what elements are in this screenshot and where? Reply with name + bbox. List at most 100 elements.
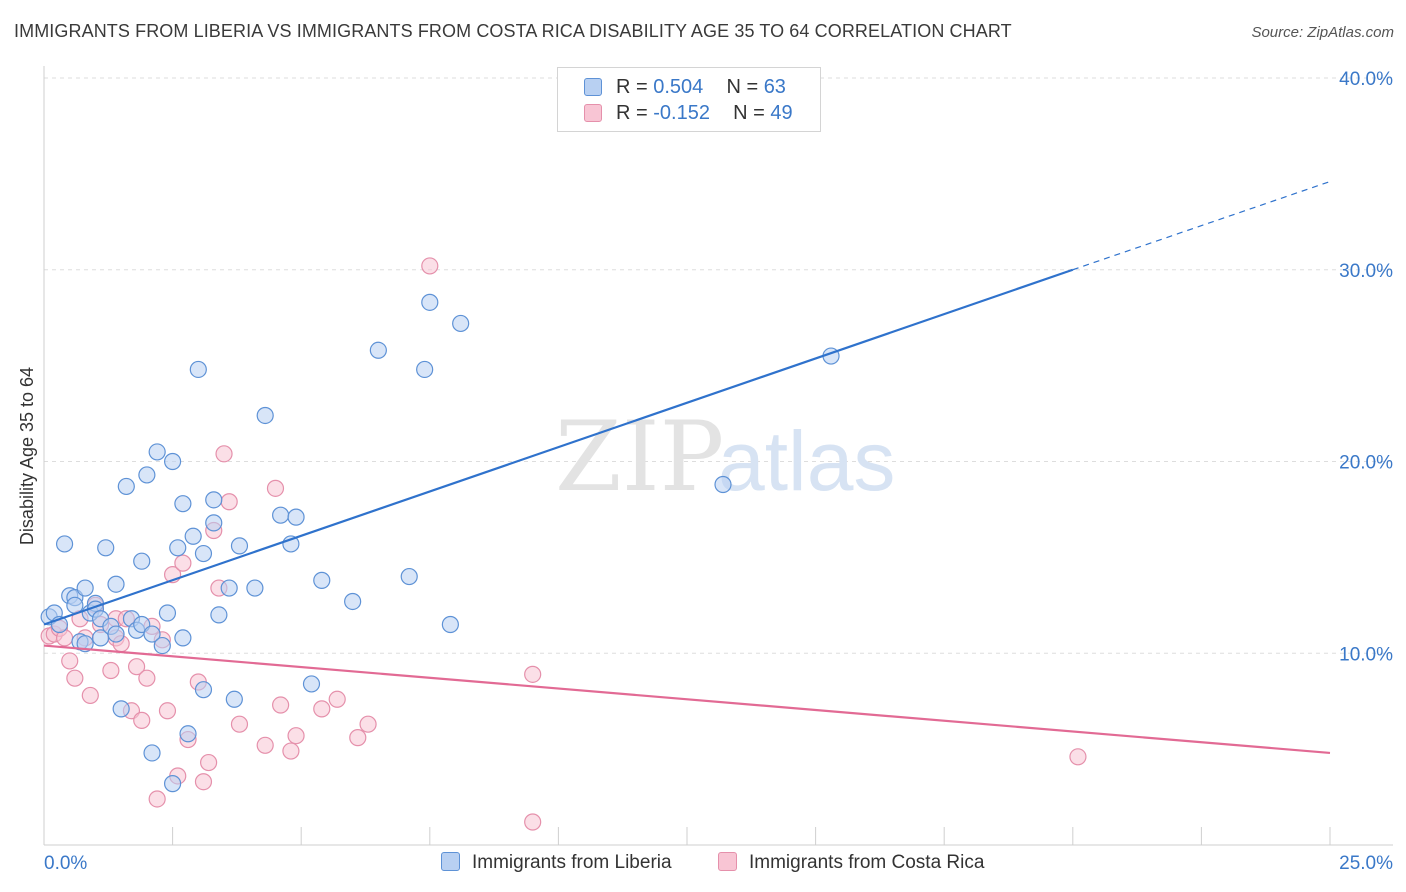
liberia-point: [55, 535, 74, 553]
costa-rica-point: [359, 715, 377, 733]
liberia-point: [344, 592, 362, 611]
liberia-point: [164, 775, 182, 793]
liberia-legend-swatch: [441, 852, 460, 871]
liberia-point: [313, 571, 331, 589]
liberia-points: [40, 293, 840, 793]
costa-rica-point: [313, 700, 331, 718]
liberia-point: [220, 579, 238, 597]
costa-rica-legend-swatch: [718, 852, 737, 871]
watermark-atlas: atlas: [718, 414, 895, 508]
legend-n-label: N =: [726, 76, 759, 98]
legend-r-label: R =: [616, 76, 648, 98]
costa-rica-point: [266, 479, 285, 497]
liberia-point: [369, 341, 387, 359]
x-tick-label-min: 0.0%: [44, 853, 87, 874]
costa-rica-trend-line: [43, 644, 1331, 755]
costa-rica-point: [282, 742, 300, 760]
bottom-legend-liberia: Immigrants from Liberia: [441, 852, 672, 874]
legend-n-label: N =: [733, 102, 765, 124]
liberia-point: [117, 477, 135, 496]
legend-r-label: R =: [616, 102, 648, 124]
liberia-point: [416, 360, 434, 379]
liberia-point: [164, 452, 182, 471]
liberia-point: [194, 544, 213, 563]
watermark: ZIP atlas: [555, 401, 895, 513]
liberia-trend-line: [43, 268, 1074, 626]
watermark-zip: ZIP: [555, 401, 724, 513]
liberia-point: [194, 681, 213, 699]
costa-rica-point: [421, 257, 439, 275]
y-tick-labels: 10.0% 20.0% 30.0% 40.0%: [1339, 69, 1393, 665]
costa-rica-swatch: [584, 104, 602, 122]
costa-rica-point: [524, 813, 542, 831]
liberia-point: [400, 567, 418, 586]
costa-rica-point: [524, 665, 542, 683]
liberia-point: [153, 636, 171, 655]
chart-title: IMMIGRANTS FROM LIBERIA VS IMMIGRANTS FR…: [14, 21, 1012, 41]
source-label: Source: ZipAtlas.com: [1251, 24, 1394, 41]
costa-rica-point: [287, 727, 305, 745]
liberia-swatch: [584, 78, 602, 96]
y-tick-label: 30.0%: [1339, 261, 1393, 282]
liberia-point: [133, 552, 151, 570]
liberia-legend-label: Immigrants from Liberia: [472, 852, 672, 873]
liberia-point: [174, 629, 192, 647]
liberia-point: [421, 293, 439, 311]
y-axis-label: Disability Age 35 to 64: [17, 367, 37, 545]
costa-rica-point: [102, 661, 120, 680]
liberia-point: [225, 690, 243, 708]
liberia-point: [287, 508, 305, 526]
liberia-point: [174, 495, 192, 513]
costa-rica-points: [40, 257, 1087, 831]
costa-rica-point: [328, 690, 346, 708]
costa-rica-point: [256, 736, 274, 754]
costa-rica-point: [148, 790, 166, 808]
gridlines: [44, 77, 1393, 654]
costa-rica-point: [81, 686, 99, 705]
liberia-point: [452, 314, 470, 333]
liberia-point: [714, 475, 732, 494]
costa-rica-point: [272, 696, 290, 714]
bottom-legend-costa-rica: Immigrants from Costa Rica: [718, 852, 984, 874]
liberia-point: [107, 625, 125, 643]
liberia-point: [143, 744, 161, 762]
liberia-point: [179, 725, 197, 743]
liberia-point: [256, 406, 274, 425]
liberia-point: [205, 514, 223, 532]
liberia-point: [210, 606, 228, 624]
liberia-point: [97, 539, 115, 557]
legend: R = 0.504 N = 63 R = -0.152 N = 49: [557, 67, 821, 132]
liberia-point: [230, 537, 249, 555]
legend-n-value-costa-rica: 49: [770, 102, 793, 124]
liberia-point: [302, 675, 321, 693]
costa-rica-point: [215, 445, 233, 463]
costa-rica-point: [133, 711, 151, 729]
liberia-point: [272, 506, 290, 524]
liberia-point: [169, 539, 187, 557]
liberia-point: [189, 360, 207, 379]
legend-n-value-liberia: 63: [763, 76, 786, 98]
costa-rica-point: [174, 554, 192, 572]
liberia-point: [246, 579, 264, 597]
costa-rica-point: [230, 715, 249, 733]
x-tick-label-max: 25.0%: [1339, 853, 1393, 874]
costa-rica-point: [220, 493, 238, 511]
costa-rica-point: [194, 773, 213, 791]
y-tick-label: 20.0%: [1339, 453, 1393, 474]
liberia-point: [441, 615, 459, 634]
liberia-point: [76, 579, 94, 597]
liberia-point: [138, 466, 156, 484]
costa-rica-point: [66, 669, 84, 687]
costa-rica-point: [349, 729, 367, 747]
costa-rica-point: [200, 753, 218, 772]
y-tick-label: 10.0%: [1339, 644, 1393, 665]
legend-r-value-costa-rica: -0.152: [653, 102, 710, 124]
legend-r-value-liberia: 0.504: [653, 76, 704, 98]
costa-rica-point: [1069, 748, 1087, 766]
trend-lines: [43, 180, 1331, 755]
liberia-point: [184, 527, 202, 545]
costa-rica-point: [127, 658, 146, 676]
liberia-point: [143, 625, 161, 643]
costa-rica-point: [138, 669, 156, 687]
